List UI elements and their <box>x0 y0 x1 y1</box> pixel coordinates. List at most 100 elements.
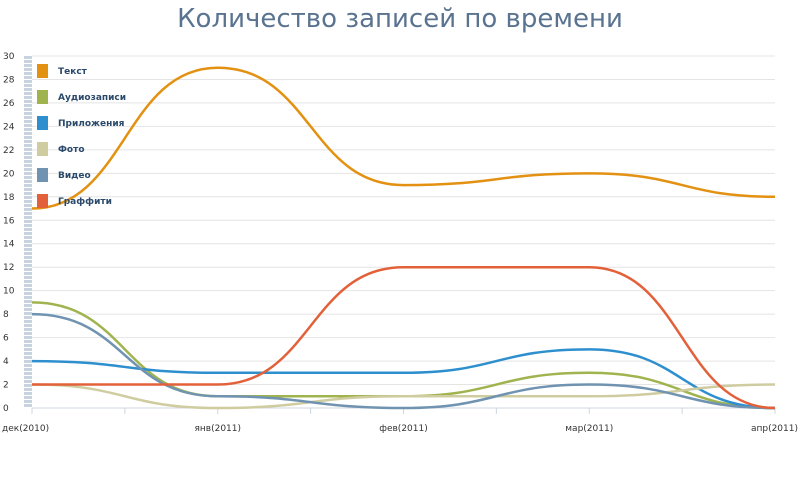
y-axis-stripe <box>24 296 32 299</box>
y-tick-label: 6 <box>3 334 9 344</box>
y-axis-stripe <box>24 140 32 143</box>
series-line <box>31 383 776 410</box>
y-axis-stripe <box>24 264 32 267</box>
y-axis-stripe <box>24 292 32 295</box>
y-axis-stripe <box>24 248 32 251</box>
legend-swatch <box>37 194 48 208</box>
y-tick-label: 18 <box>3 193 15 203</box>
y-axis-stripe <box>24 124 32 127</box>
y-axis-stripe <box>24 132 32 135</box>
y-axis-stripe <box>24 152 32 155</box>
y-axis-stripe <box>24 100 32 103</box>
y-axis-stripe <box>24 72 32 75</box>
y-axis-stripe <box>24 316 32 319</box>
y-axis-stripe <box>24 224 32 227</box>
y-axis-stripe <box>24 76 32 79</box>
y-axis-stripe <box>24 392 32 395</box>
y-axis-stripe <box>24 64 32 67</box>
y-axis-stripe <box>24 204 32 207</box>
y-axis-stripe <box>24 172 32 175</box>
legend-label: Фото <box>58 145 85 155</box>
legend-label: Видео <box>58 171 91 181</box>
y-axis-stripe <box>24 404 32 407</box>
y-tick-label: 26 <box>3 99 15 109</box>
grid-lines <box>32 55 775 409</box>
y-axis-stripe <box>24 300 32 303</box>
legend-label: Граффити <box>58 197 112 207</box>
y-axis-stripe <box>24 344 32 347</box>
y-axis-stripe <box>24 324 32 327</box>
legend-swatch <box>37 64 48 78</box>
x-axis: дек(2010) янв(2011) фев(2011) мар(2011) апр(… <box>2 407 798 434</box>
series-line <box>31 348 776 410</box>
legend-label: Текст <box>58 67 88 77</box>
y-axis-stripe <box>24 148 32 151</box>
legend-swatch <box>37 168 48 182</box>
y-tick-label: 8 <box>3 310 9 320</box>
y-axis-stripe <box>24 396 32 399</box>
y-axis-stripe <box>24 244 32 247</box>
y-axis-stripe <box>24 328 32 331</box>
y-axis-stripe <box>24 332 32 335</box>
x-tick-label: фев(2011) <box>379 424 427 434</box>
y-axis-stripe <box>24 104 32 107</box>
series-line <box>31 312 776 410</box>
y-axis-stripe <box>24 144 32 147</box>
y-tick-label: 2 <box>3 381 9 391</box>
y-axis-stripe <box>24 164 32 167</box>
y-tick-label: 4 <box>3 357 9 367</box>
y-axis-stripe <box>24 176 32 179</box>
y-axis-stripe <box>24 348 32 351</box>
y-axis-stripe <box>24 356 32 359</box>
y-axis-stripe <box>24 80 32 83</box>
y-axis-stripe <box>24 192 32 195</box>
y-tick-label: 30 <box>3 52 15 62</box>
y-axis-stripe <box>24 220 32 223</box>
y-axis-stripe <box>24 212 32 215</box>
y-axis-stripe <box>24 232 32 235</box>
y-axis-stripe <box>24 96 32 99</box>
y-axis-stripe <box>24 400 32 403</box>
legend-swatch <box>37 90 48 104</box>
y-axis-stripe <box>24 388 32 391</box>
y-axis-stripe <box>24 136 32 139</box>
y-axis-stripe <box>24 260 32 263</box>
y-axis-stripe <box>24 180 32 183</box>
y-tick-label: 20 <box>3 169 15 179</box>
x-tick-label: дек(2010) <box>2 424 49 434</box>
y-axis-stripe <box>24 112 32 115</box>
x-tick-label: апр(2011) <box>751 424 798 434</box>
legend-swatch <box>37 142 48 156</box>
chart-title: Количество записей по времени <box>177 4 623 34</box>
y-axis-stripe <box>24 228 32 231</box>
y-axis-stripe <box>24 188 32 191</box>
y-axis-stripe <box>24 216 32 219</box>
series-line <box>31 265 776 410</box>
y-axis-stripe <box>24 160 32 163</box>
y-axis-stripe <box>24 360 32 363</box>
y-axis-stripe <box>24 92 32 95</box>
y-axis-stripe <box>24 128 32 131</box>
y-axis-stripe <box>24 376 32 379</box>
y-axis-stripe <box>24 168 32 171</box>
y-axis-stripe <box>24 372 32 375</box>
y-tick-label: 28 <box>3 75 15 85</box>
x-tick-label: янв(2011) <box>194 424 241 434</box>
legend-swatch <box>37 116 48 130</box>
y-axis-stripe <box>24 364 32 367</box>
y-axis-stripe <box>24 84 32 87</box>
y-axis-stripe <box>24 304 32 307</box>
x-tick-label: мар(2011) <box>565 424 613 434</box>
y-axis-stripe <box>24 68 32 71</box>
y-axis-stripe <box>24 272 32 275</box>
y-axis-stripe <box>24 288 32 291</box>
y-axis-stripe <box>24 268 32 271</box>
series-line <box>31 66 776 210</box>
legend-label: Аудиозаписи <box>58 93 126 103</box>
y-axis-stripe <box>24 156 32 159</box>
y-axis-stripe <box>24 88 32 91</box>
y-axis-stripe <box>24 280 32 283</box>
y-axis-stripe <box>24 60 32 63</box>
